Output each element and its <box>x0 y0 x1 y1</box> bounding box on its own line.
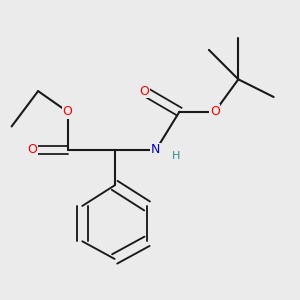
Text: O: O <box>63 105 73 118</box>
Text: O: O <box>139 85 149 98</box>
Text: O: O <box>210 105 220 118</box>
Text: N: N <box>151 143 160 157</box>
Text: O: O <box>27 143 37 157</box>
Text: H: H <box>172 151 181 161</box>
